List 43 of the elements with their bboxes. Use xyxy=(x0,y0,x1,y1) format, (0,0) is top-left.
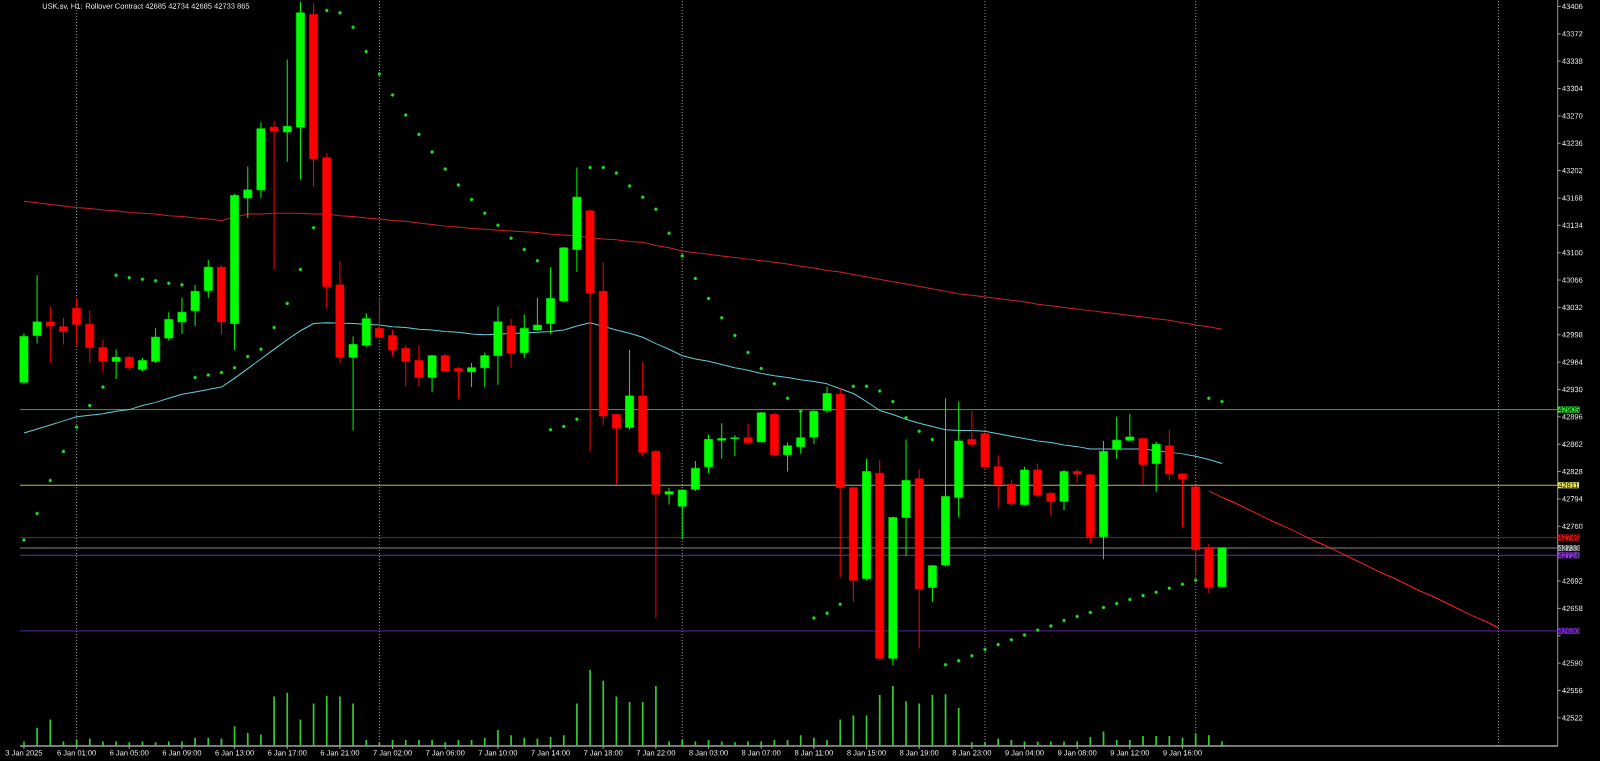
candlestick xyxy=(927,564,937,603)
candlestick xyxy=(282,59,292,163)
candlestick xyxy=(203,259,213,299)
candlestick xyxy=(98,339,108,374)
candlestick xyxy=(85,310,95,364)
candlestick xyxy=(375,298,384,339)
candlestick xyxy=(348,335,358,432)
candlestick xyxy=(1046,491,1056,517)
candlestick xyxy=(743,423,753,445)
candlestick xyxy=(401,344,411,387)
candlestick xyxy=(111,348,121,380)
candlestick xyxy=(454,366,463,400)
candlestick xyxy=(177,297,187,335)
candlestick xyxy=(1112,416,1122,460)
candlestick xyxy=(32,274,42,345)
candlestick xyxy=(388,329,397,357)
candlestick xyxy=(796,411,806,455)
candlestick xyxy=(1125,413,1135,442)
candlestick xyxy=(243,166,253,219)
candlestick xyxy=(822,386,832,414)
candlestick xyxy=(677,488,687,540)
candlestick xyxy=(691,460,700,492)
candlestick xyxy=(1151,441,1161,493)
candlestick xyxy=(967,410,977,448)
candlestick xyxy=(59,317,68,345)
candlestick xyxy=(190,284,200,327)
candlestick xyxy=(533,297,542,332)
candlestick xyxy=(1178,472,1187,528)
candlestick xyxy=(164,311,174,341)
candlestick xyxy=(717,422,727,460)
candlestick xyxy=(45,306,55,364)
candlestick xyxy=(993,454,1003,510)
candlestick xyxy=(467,362,476,388)
candlestick xyxy=(1006,479,1016,507)
candlestick xyxy=(414,344,424,387)
candlestick xyxy=(664,487,674,506)
candlestick xyxy=(269,120,279,271)
candlestick xyxy=(480,351,490,388)
candlestick xyxy=(612,413,621,485)
candlestick xyxy=(427,354,437,393)
candlestick xyxy=(72,297,81,346)
candlestick xyxy=(783,442,792,473)
candlestick xyxy=(730,434,740,457)
